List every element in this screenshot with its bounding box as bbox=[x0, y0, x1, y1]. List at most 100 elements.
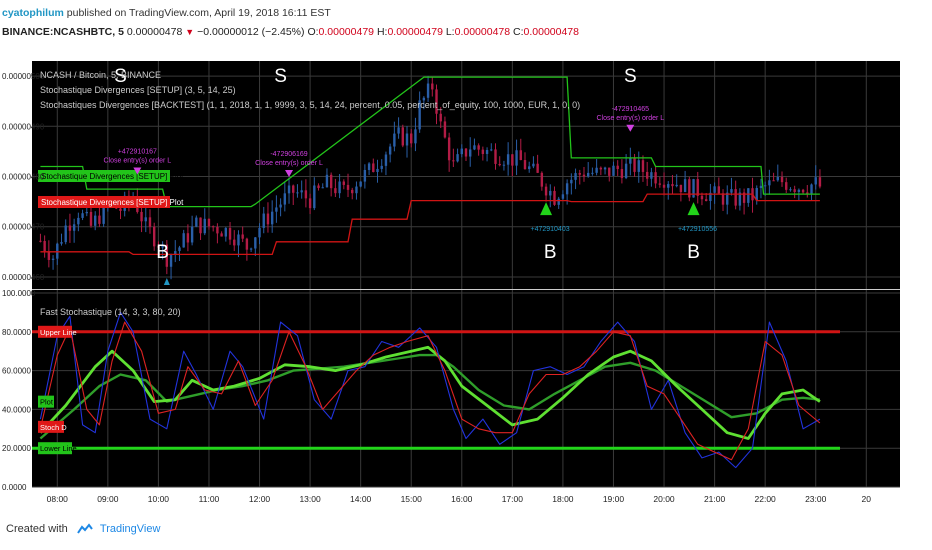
candle-body bbox=[228, 228, 232, 240]
candle-body bbox=[414, 129, 417, 144]
candle-body bbox=[553, 190, 556, 205]
buy-signal-letter: B bbox=[156, 242, 169, 263]
chart-canvas[interactable]: Stochastique Divergences [SETUP] Plot Sto… bbox=[0, 45, 932, 515]
low-value: 0.00000478 bbox=[454, 26, 511, 38]
backtest-indicator-legend[interactable]: Stochastiques Divergences [BACKTEST] (1,… bbox=[40, 100, 580, 110]
lower-line-label[interactable] bbox=[38, 442, 72, 455]
order-text-label: Close entry(s) order L bbox=[103, 157, 171, 164]
candle-body bbox=[692, 179, 695, 198]
stoch-d-line[interactable] bbox=[39, 321, 821, 461]
upper-line-label[interactable] bbox=[38, 325, 72, 338]
candle-body bbox=[304, 190, 308, 199]
candle-body bbox=[494, 149, 497, 164]
sell-signal-letter: S bbox=[274, 66, 287, 87]
candle-body bbox=[287, 185, 291, 194]
candle-body bbox=[654, 172, 657, 184]
red-plot-label[interactable] bbox=[38, 196, 170, 208]
symbol-name: BINANCE:NCASHBTC, 5 bbox=[2, 26, 124, 38]
tradingview-link[interactable]: TradingView bbox=[99, 523, 161, 535]
price-axis[interactable]: 0.00000500 0.00000490 0.00000480 0.00000470… bbox=[2, 72, 45, 492]
candle-body bbox=[683, 179, 687, 193]
candle-body bbox=[574, 173, 577, 180]
candle-body bbox=[367, 163, 371, 170]
candle-body bbox=[351, 189, 354, 194]
setup-plot-red-line[interactable] bbox=[40, 193, 820, 256]
candle-body bbox=[165, 244, 169, 267]
candle-body bbox=[169, 254, 173, 267]
stoch-d-label[interactable] bbox=[38, 420, 64, 433]
candle-body bbox=[785, 182, 788, 190]
candle-body bbox=[709, 192, 712, 202]
time-tick-label: 08:00 bbox=[47, 494, 69, 504]
candle-body bbox=[658, 183, 662, 185]
chart-title: NCASH / Bitcoin, 5, BINANCE bbox=[40, 70, 161, 80]
candle-body bbox=[422, 97, 426, 101]
candle-body bbox=[730, 189, 733, 193]
price-tick-label: 0.00000460 bbox=[2, 273, 45, 282]
candle-body bbox=[195, 217, 198, 227]
candle-body bbox=[144, 217, 147, 222]
stoch-d-label-text: Stoch D bbox=[40, 423, 67, 432]
buy-arrow-icon bbox=[163, 278, 170, 285]
price-pane[interactable]: Stochastique Divergences [SETUP] Plot Sto… bbox=[38, 66, 822, 285]
footer: Created with TradingView bbox=[6, 523, 160, 535]
candle-body bbox=[418, 100, 421, 130]
candle-body bbox=[549, 190, 552, 196]
candle-body bbox=[637, 160, 640, 172]
symbol-info-bar: BINANCE:NCASHBTC, 5 0.00000478 ▼ −0.0000… bbox=[2, 26, 579, 38]
candle-body bbox=[211, 226, 215, 228]
candle-body bbox=[405, 133, 409, 146]
order-id-label: -472910465 bbox=[612, 106, 649, 113]
candle-body bbox=[469, 149, 472, 157]
candle-body bbox=[102, 202, 105, 224]
setup-plot-green-line[interactable] bbox=[40, 76, 820, 208]
candle-body bbox=[241, 234, 244, 239]
candle-body bbox=[582, 174, 586, 177]
candle-body bbox=[380, 165, 383, 169]
candle-body bbox=[473, 145, 476, 150]
stochastic-legend[interactable]: Fast Stochastique (14, 3, 3, 80, 20) bbox=[40, 307, 181, 317]
candle-body bbox=[443, 121, 447, 138]
candle-body bbox=[519, 150, 522, 161]
plot-label[interactable] bbox=[38, 395, 54, 408]
candle-body bbox=[39, 240, 42, 242]
author-name[interactable]: cyatophilum bbox=[2, 7, 64, 19]
candle-body bbox=[178, 247, 181, 252]
candle-body bbox=[591, 172, 594, 174]
candle-body bbox=[157, 246, 160, 248]
order-text-label: Close entry(s) order L bbox=[255, 160, 323, 167]
candle-body bbox=[603, 167, 607, 170]
candle-body bbox=[452, 160, 455, 162]
candle-body bbox=[780, 177, 784, 183]
setup-indicator-legend[interactable]: Stochastique Divergences [SETUP] (3, 5, … bbox=[40, 85, 236, 95]
candle-body bbox=[439, 113, 442, 122]
candle-body bbox=[266, 213, 270, 225]
candle-body bbox=[814, 177, 817, 185]
order-arrow-icon bbox=[133, 167, 142, 175]
buy-triangle-icon bbox=[687, 202, 700, 216]
candle-body bbox=[633, 157, 636, 172]
candle-body bbox=[540, 172, 544, 187]
candle-body bbox=[334, 188, 337, 194]
time-tick-label: 11:00 bbox=[199, 494, 220, 504]
candle-body bbox=[667, 184, 670, 188]
candle-body bbox=[308, 198, 312, 209]
buy-signal-letter: B bbox=[544, 242, 557, 263]
candle-body bbox=[734, 189, 737, 206]
candle-body bbox=[608, 167, 611, 176]
candle-body bbox=[338, 181, 341, 194]
stoch-k-line[interactable] bbox=[39, 311, 821, 469]
time-tick-label: 18:00 bbox=[552, 494, 574, 504]
candle-body bbox=[675, 184, 678, 187]
candle-body bbox=[161, 244, 164, 248]
stochastic-pane[interactable]: Upper Line Plot Stoch D Lower Line bbox=[32, 311, 840, 469]
time-tick-label: 10:00 bbox=[148, 494, 170, 504]
candle-body bbox=[570, 179, 573, 184]
candle-body bbox=[481, 149, 485, 154]
open-value: 0.00000479 bbox=[318, 26, 375, 38]
candle-body bbox=[528, 166, 531, 170]
high-value: 0.00000479 bbox=[387, 26, 443, 38]
time-axis[interactable]: 08:00 09:00 10:00 11:00 12:00 13:00 14:00 15:00… bbox=[47, 494, 872, 504]
candle-body bbox=[233, 239, 236, 246]
candle-body bbox=[342, 181, 346, 185]
